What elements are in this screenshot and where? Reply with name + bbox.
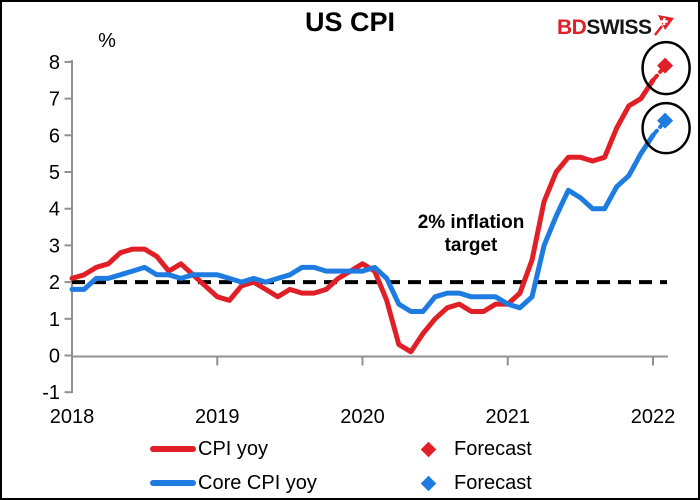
- forecast-highlight-circle: [641, 101, 691, 155]
- legend-label-cpi: CPI yoy: [198, 438, 269, 460]
- forecast-diamond-marker: [657, 57, 674, 74]
- x-axis-tick-label: 2019: [195, 406, 240, 428]
- y-axis-tick-label: 1: [49, 309, 60, 331]
- x-axis-tick-label: 2018: [50, 406, 95, 428]
- legend-label-forecast-core-cpi: Forecast: [454, 472, 532, 494]
- forecast-connector: [651, 122, 665, 138]
- y-axis-tick-label: 0: [49, 346, 60, 368]
- forecast-diamond-marker: [657, 112, 674, 129]
- y-axis-tick-label: -1: [42, 382, 60, 404]
- legend-label-forecast-cpi: Forecast: [454, 438, 532, 460]
- x-axis-tick-label: 2020: [340, 406, 385, 428]
- y-axis-tick-label: 5: [49, 162, 60, 184]
- x-axis-tick-label: 2022: [631, 406, 676, 428]
- logo-text-bd: BD: [557, 15, 587, 39]
- swiss-flag-arrow-icon: [653, 13, 674, 42]
- chart-title: US CPI: [304, 7, 396, 37]
- inflation-target-annotation: 2% inflation target: [417, 212, 525, 257]
- y-axis-tick-label: 6: [49, 125, 60, 147]
- logo-text-swiss: SWISS: [586, 15, 652, 39]
- legend-line-swatch-core-cpi: [150, 480, 196, 486]
- series-line-cpi: [69, 77, 656, 355]
- series-line-core-cpi: [69, 132, 656, 314]
- x-axis-tick-label: 2021: [486, 406, 531, 428]
- y-axis-tick-label: 3: [49, 235, 60, 257]
- bdswiss-logo: BD SWISS: [557, 13, 674, 42]
- forecast-connector: [651, 67, 665, 83]
- forecast-highlight-circle: [641, 40, 691, 96]
- legend-label-core-cpi: Core CPI yoy: [198, 472, 317, 494]
- y-axis-unit-label: %: [98, 30, 116, 52]
- y-axis-tick-label: 8: [49, 52, 60, 74]
- y-axis-tick-label: 7: [49, 89, 60, 111]
- legend-line-swatch-cpi: [150, 446, 196, 452]
- y-axis-tick-label: 4: [49, 199, 60, 221]
- y-axis-tick-label: 2: [49, 272, 60, 294]
